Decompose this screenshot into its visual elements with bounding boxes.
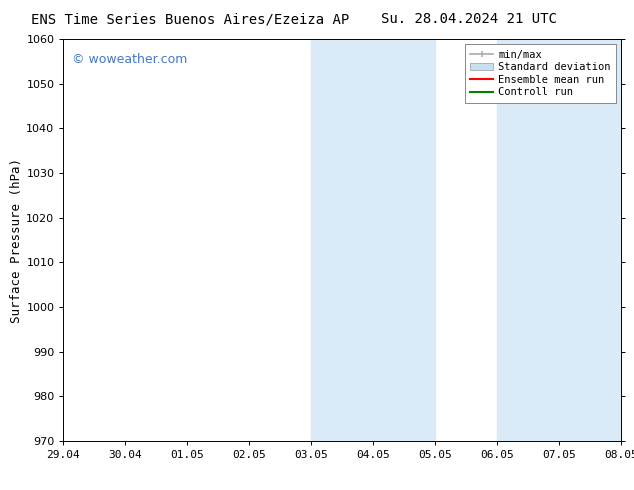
Y-axis label: Surface Pressure (hPa): Surface Pressure (hPa) xyxy=(11,158,23,322)
Bar xyxy=(497,39,621,441)
Text: © woweather.com: © woweather.com xyxy=(72,53,187,66)
Text: Su. 28.04.2024 21 UTC: Su. 28.04.2024 21 UTC xyxy=(381,12,557,26)
Legend: min/max, Standard deviation, Ensemble mean run, Controll run: min/max, Standard deviation, Ensemble me… xyxy=(465,45,616,102)
Bar xyxy=(311,39,436,441)
Text: ENS Time Series Buenos Aires/Ezeiza AP: ENS Time Series Buenos Aires/Ezeiza AP xyxy=(31,12,349,26)
